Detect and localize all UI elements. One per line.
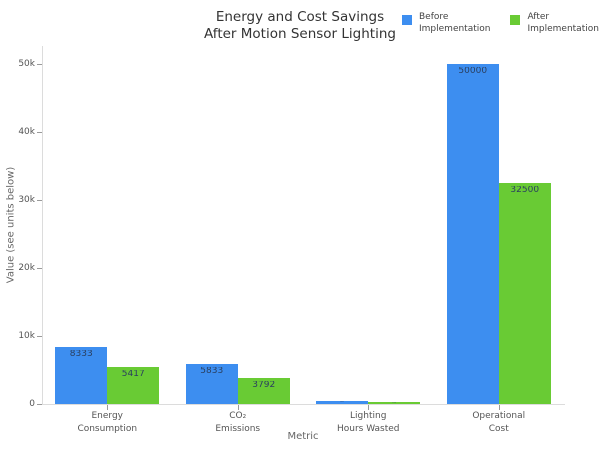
y-tick — [37, 336, 42, 337]
bar-0-2[interactable] — [316, 401, 369, 404]
bar-1-3[interactable] — [498, 183, 551, 404]
y-tick-label: 10k — [18, 331, 35, 341]
bar-0-1[interactable] — [185, 364, 238, 404]
legend-label-after: After Implementation — [527, 12, 599, 34]
x-tick — [107, 405, 109, 410]
legend-swatch-before-icon — [402, 15, 412, 25]
bar-0-0[interactable] — [55, 347, 108, 404]
y-axis-line — [42, 46, 43, 405]
bar-value-label: 5833 — [200, 367, 224, 377]
legend-item-after[interactable]: After Implementation — [510, 12, 599, 35]
bar-value-label: 417 — [340, 401, 345, 404]
legend-label-before: Before Implementation — [419, 12, 491, 34]
y-tick — [37, 132, 42, 133]
legend: Before Implementation After Implementati… — [402, 12, 599, 35]
x-axis-line — [42, 404, 565, 405]
x-category-label: CO₂ Emissions — [215, 411, 261, 434]
y-tick-label: 20k — [18, 263, 35, 273]
x-category-label: Lighting Hours Wasted — [336, 411, 400, 434]
x-category-label: Operational Cost — [472, 411, 526, 434]
x-tick — [368, 405, 370, 410]
legend-item-before[interactable]: Before Implementation — [402, 12, 490, 35]
y-tick — [37, 64, 42, 65]
y-tick-label: 0 — [29, 399, 35, 409]
bar-1-1[interactable] — [237, 378, 290, 404]
bar-value-label: 5417 — [121, 370, 145, 380]
bar-0-3[interactable] — [446, 64, 499, 404]
legend-swatch-after-icon — [510, 15, 521, 25]
bar-value-label: 3792 — [252, 381, 276, 391]
x-axis-title: Metric — [287, 431, 319, 442]
x-category-label: Energy Consumption — [77, 411, 138, 434]
y-tick — [37, 268, 42, 269]
x-tick — [237, 405, 239, 410]
bar-value-label: 8333 — [69, 350, 93, 360]
bar-value-label: 271 — [392, 402, 397, 404]
y-tick-label: 30k — [18, 195, 35, 205]
bar-value-label: 32500 — [510, 186, 540, 195]
bar-value-label: 50000 — [458, 67, 488, 76]
y-tick-label: 40k — [18, 127, 35, 137]
y-tick-label: 50k — [18, 59, 35, 69]
y-tick — [37, 200, 42, 201]
y-tick — [37, 404, 42, 405]
chart-title: Energy and Cost Savings After Motion Sen… — [204, 9, 396, 42]
bar-1-0[interactable] — [107, 367, 160, 404]
bar-1-2[interactable] — [368, 402, 421, 404]
x-tick — [498, 405, 500, 410]
